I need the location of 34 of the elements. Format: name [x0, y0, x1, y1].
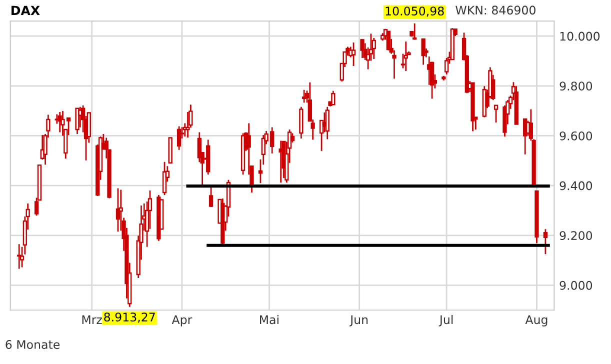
text: WKN: 846900	[456, 6, 536, 15]
candlestick	[325, 106, 330, 140]
candlestick	[208, 186, 214, 208]
x-tick-label: Jun	[350, 315, 368, 326]
candlestick	[421, 38, 426, 66]
candlestick	[372, 37, 376, 60]
annotation: 8.913,27	[104, 312, 155, 323]
candlestick	[299, 106, 304, 140]
candlestick	[386, 30, 390, 51]
y-tick-label: 9.200	[560, 231, 592, 240]
y-tick-label: 9.000	[560, 280, 592, 290]
candlestick	[176, 126, 182, 151]
x-tick-label: Mrz	[82, 315, 102, 324]
x-tick-label: Apr	[172, 315, 192, 326]
candlestick	[543, 228, 548, 255]
candlestick	[404, 40, 408, 72]
x-tick-label: Mai	[260, 314, 278, 324]
y-tick-label: 9.600	[560, 131, 592, 140]
annotation: 10.050,98	[386, 6, 444, 17]
y-tick-label: 10.000	[560, 32, 600, 41]
chart-title: DAX	[12, 6, 40, 15]
candlestick	[331, 90, 336, 106]
y-tick-label: 9.800	[560, 82, 592, 91]
candlestick	[302, 89, 306, 104]
x-tick-label: Jul	[438, 314, 453, 326]
y-tick-label: 9.400	[560, 181, 592, 190]
candlestick	[116, 188, 120, 232]
candlestick	[494, 104, 498, 124]
text: 6 Monate	[6, 340, 60, 349]
candlestick	[351, 42, 356, 67]
x-tick-label: Aug	[525, 315, 548, 326]
candlestick	[162, 161, 167, 196]
candlestick	[412, 22, 417, 40]
candlestick	[360, 38, 364, 59]
